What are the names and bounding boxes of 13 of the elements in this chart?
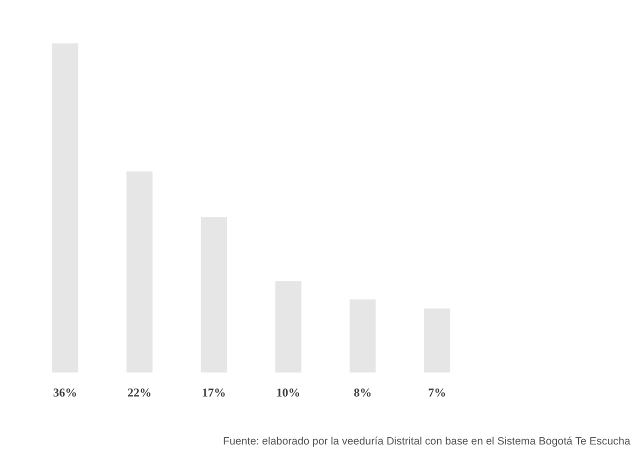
bar xyxy=(275,281,302,373)
data-label: 17% xyxy=(202,386,226,400)
source-note: Fuente: elaborado por la veeduría Distrital con base en el Sistema Bogotá Te Escucha xyxy=(222,436,630,448)
data-label: 7% xyxy=(428,386,446,400)
bar xyxy=(126,171,153,373)
data-label: 8% xyxy=(354,386,372,400)
data-label: 36% xyxy=(53,386,78,400)
data-label: 10% xyxy=(276,386,300,400)
data-label: 22% xyxy=(128,386,152,400)
bar xyxy=(424,308,450,373)
bar xyxy=(52,43,78,373)
bar xyxy=(200,217,227,373)
bar xyxy=(350,299,376,373)
